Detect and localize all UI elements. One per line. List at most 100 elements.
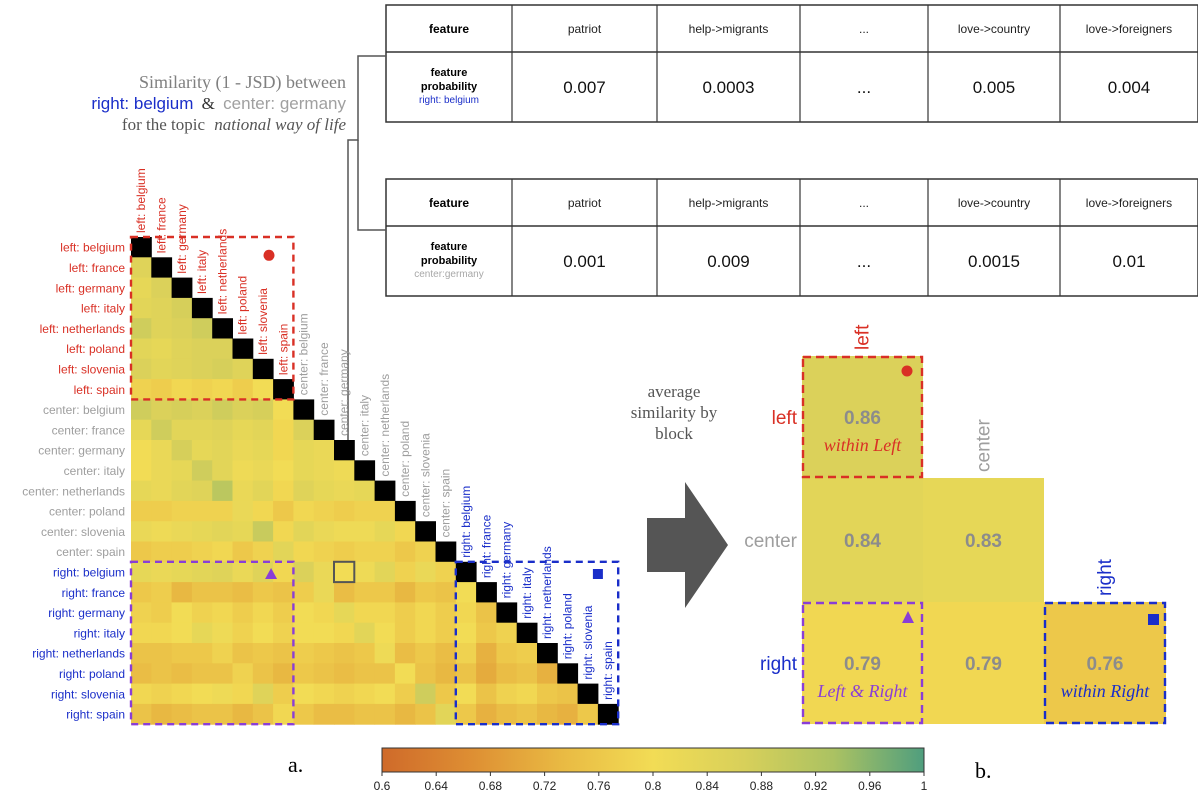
table-column-header: love->country bbox=[958, 196, 1030, 210]
heatmap-cell bbox=[131, 561, 152, 583]
heatmap-cell bbox=[252, 379, 274, 400]
heatmap-cell bbox=[435, 663, 457, 685]
heatmap-cell bbox=[252, 703, 274, 725]
heatmap-cell bbox=[293, 440, 315, 461]
heatmap-cell bbox=[435, 643, 457, 664]
colorbar-tick-label: 0.96 bbox=[858, 779, 882, 793]
heatmap-cell bbox=[252, 399, 274, 421]
heatmap-cell bbox=[394, 703, 416, 725]
block-annotation: within Right bbox=[1061, 681, 1151, 701]
heatmap-cell bbox=[212, 379, 233, 400]
heatmap-cell bbox=[131, 643, 152, 664]
heatmap-cell bbox=[374, 602, 396, 624]
heatmap-diagonal-cell bbox=[537, 643, 558, 664]
heatmap-cell bbox=[131, 460, 152, 482]
block-row-label: center bbox=[744, 531, 797, 552]
table-row-label-2: probability bbox=[421, 81, 478, 93]
heatmap-cell bbox=[313, 663, 335, 685]
heatmap-cell bbox=[252, 521, 274, 542]
heatmap-column-label: right: poland bbox=[560, 593, 574, 659]
table-row-sublabel: center:germany bbox=[414, 269, 483, 280]
table-value-cell: 0.01 bbox=[1112, 252, 1145, 271]
heatmap-cell bbox=[374, 703, 396, 725]
heatmap-cell bbox=[435, 703, 457, 725]
block-annotation: within Left bbox=[824, 435, 903, 455]
heatmap-cell bbox=[191, 379, 213, 400]
heatmap-cell bbox=[171, 663, 193, 685]
heatmap-cell bbox=[313, 561, 335, 583]
within-right-block-box bbox=[454, 560, 620, 726]
heatmap-cell bbox=[334, 683, 355, 705]
heatmap-cell bbox=[334, 703, 355, 725]
heatmap-cell bbox=[131, 257, 152, 279]
heatmap-cell bbox=[293, 643, 315, 664]
heatmap-column-label: right: france bbox=[479, 514, 493, 578]
heatmap-cell bbox=[151, 297, 173, 319]
heatmap-cell bbox=[171, 358, 193, 380]
heatmap-row-label: right: netherlands bbox=[32, 647, 125, 661]
heatmap-cell bbox=[293, 622, 315, 644]
heatmap-cell bbox=[171, 399, 193, 421]
heatmap-cell bbox=[151, 683, 173, 705]
heatmap-column-label: center: italy bbox=[357, 395, 371, 456]
heatmap-cell bbox=[151, 399, 173, 421]
heatmap-diagonal-cell bbox=[334, 440, 355, 461]
heatmap-cell bbox=[171, 683, 193, 705]
heatmap-cell bbox=[273, 622, 294, 644]
heatmap-cell bbox=[496, 683, 518, 705]
heatmap-cell bbox=[151, 521, 173, 542]
heatmap-cell bbox=[171, 521, 193, 542]
heatmap-cell bbox=[496, 663, 518, 685]
heatmap-cell bbox=[171, 703, 193, 725]
block-value-label: 0.79 bbox=[844, 654, 881, 675]
heatmap-cell bbox=[354, 541, 376, 563]
heatmap-cell bbox=[374, 622, 396, 644]
heatmap-cell bbox=[415, 703, 436, 725]
highlighted-pair-cell bbox=[333, 560, 356, 584]
heatmap-cell bbox=[516, 703, 538, 725]
heatmap-cell bbox=[273, 419, 294, 441]
heatmap-row-label: left: belgium bbox=[60, 241, 125, 255]
panel-label-a: a. bbox=[288, 752, 303, 777]
heatmap-row-label: center: germany bbox=[38, 444, 125, 458]
heatmap-cell bbox=[394, 602, 416, 624]
block-value-label: 0.84 bbox=[844, 531, 881, 552]
table-border bbox=[385, 4, 1198, 123]
heatmap-cell bbox=[131, 379, 152, 400]
heatmap-cell bbox=[293, 500, 315, 522]
heatmap-cell bbox=[455, 582, 477, 603]
heatmap-cell bbox=[455, 602, 477, 624]
heatmap-cell bbox=[171, 622, 193, 644]
heatmap-cell bbox=[191, 683, 213, 705]
heatmap-column-label: right: netherlands bbox=[540, 546, 554, 639]
heatmap-cell bbox=[394, 521, 416, 542]
heatmap-cell bbox=[131, 480, 152, 502]
heatmap-cell bbox=[232, 399, 254, 421]
heatmap-column-label: left: spain bbox=[276, 324, 290, 375]
heatmap-cell bbox=[131, 582, 152, 603]
colorbar: 0.6 0.64 0.68 0.72 0.76 0.8 0.84 0.88 0.92 0.96 1 bbox=[374, 747, 928, 793]
colorbar-tick-label: 0.6 bbox=[374, 779, 391, 793]
heatmap-column-label: right: italy bbox=[520, 567, 534, 618]
heatmap-column-label: center: france bbox=[317, 342, 331, 416]
table-value-cell: 0.0003 bbox=[703, 78, 755, 97]
heatmap-row-label: right: spain bbox=[66, 708, 125, 722]
heatmap-cell bbox=[232, 419, 254, 441]
heatmap-cell bbox=[131, 277, 152, 299]
heatmap-column-label: left: netherlands bbox=[215, 229, 229, 314]
heatmap-cell bbox=[334, 521, 355, 542]
within-left-block-box bbox=[801, 355, 924, 479]
heatmap-cell bbox=[415, 561, 436, 583]
heatmap-cell bbox=[212, 500, 233, 522]
heatmap-cell bbox=[151, 318, 173, 339]
heatmap-cell bbox=[151, 379, 173, 400]
block-cell bbox=[802, 478, 923, 602]
heatmap-cell bbox=[455, 683, 477, 705]
heatmap-cell bbox=[313, 460, 335, 482]
heatmap-cell bbox=[354, 643, 376, 664]
heatmap-row-label: center: france bbox=[52, 423, 126, 437]
heatmap-cell bbox=[496, 643, 518, 664]
highlight-connector bbox=[347, 55, 386, 560]
heatmap-cell bbox=[516, 643, 538, 664]
heatmap-cell bbox=[171, 338, 193, 360]
